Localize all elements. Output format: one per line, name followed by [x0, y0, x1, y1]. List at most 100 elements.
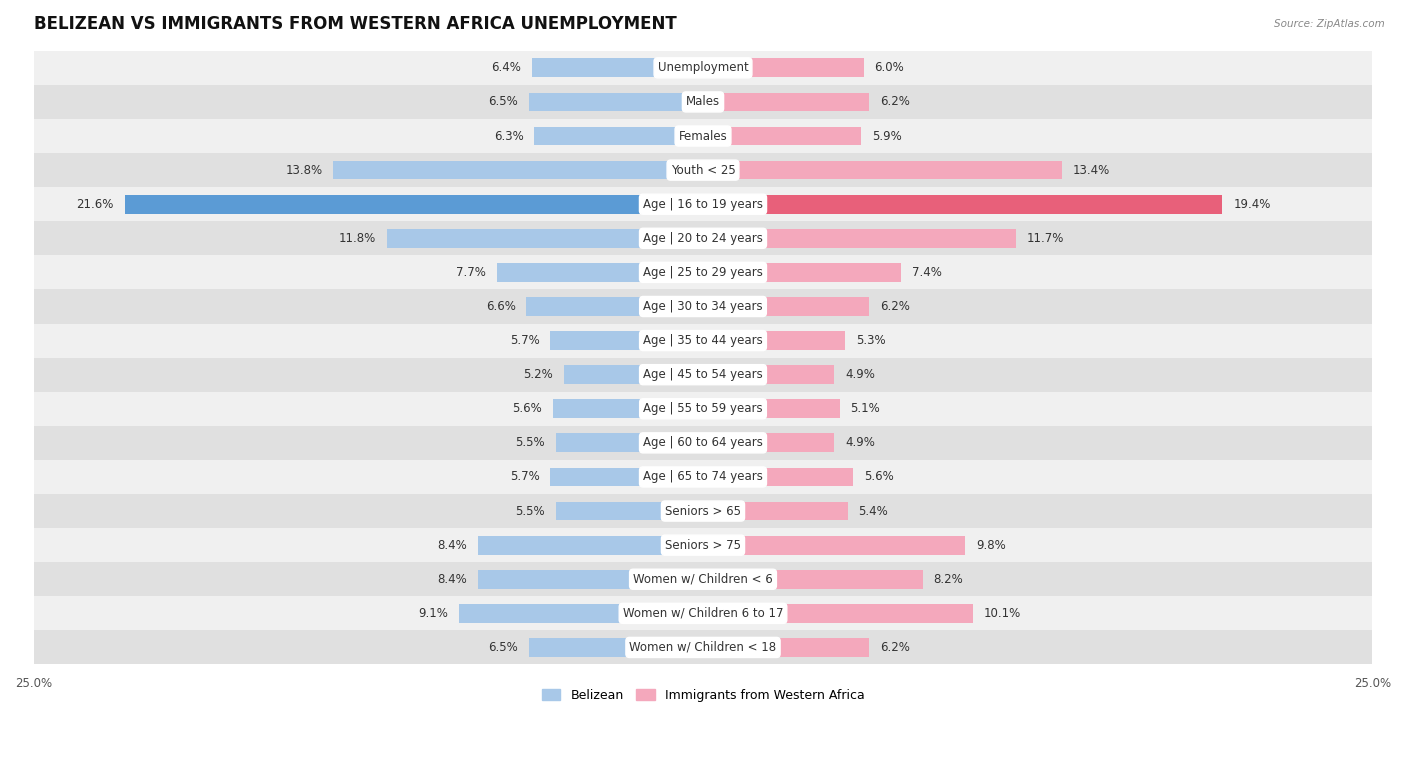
Text: Age | 65 to 74 years: Age | 65 to 74 years — [643, 470, 763, 484]
Text: Women w/ Children < 6: Women w/ Children < 6 — [633, 573, 773, 586]
Bar — [703, 332, 845, 350]
Text: 6.2%: 6.2% — [880, 300, 910, 313]
Text: Unemployment: Unemployment — [658, 61, 748, 74]
Bar — [496, 263, 703, 282]
Text: Age | 45 to 54 years: Age | 45 to 54 years — [643, 368, 763, 382]
Text: 13.8%: 13.8% — [285, 164, 323, 176]
Text: Seniors > 75: Seniors > 75 — [665, 539, 741, 552]
Text: 5.7%: 5.7% — [510, 334, 540, 347]
Text: Age | 55 to 59 years: Age | 55 to 59 years — [643, 402, 763, 416]
Text: 5.1%: 5.1% — [851, 402, 880, 416]
Bar — [460, 604, 703, 623]
Text: Age | 25 to 29 years: Age | 25 to 29 years — [643, 266, 763, 279]
Text: 5.2%: 5.2% — [523, 368, 553, 382]
Text: 8.4%: 8.4% — [437, 539, 467, 552]
Text: 11.8%: 11.8% — [339, 232, 377, 245]
Bar — [703, 570, 922, 589]
Text: 5.9%: 5.9% — [872, 129, 901, 142]
Text: 7.7%: 7.7% — [456, 266, 486, 279]
Bar — [34, 494, 1372, 528]
Text: 5.6%: 5.6% — [863, 470, 893, 484]
Bar — [703, 58, 863, 77]
Bar — [34, 153, 1372, 187]
Bar — [703, 263, 901, 282]
Text: 10.1%: 10.1% — [984, 607, 1021, 620]
Bar — [125, 195, 703, 213]
Text: 4.9%: 4.9% — [845, 436, 875, 450]
Text: 5.5%: 5.5% — [516, 436, 546, 450]
Bar — [703, 297, 869, 316]
Text: 9.1%: 9.1% — [419, 607, 449, 620]
Bar — [555, 502, 703, 520]
Bar — [526, 297, 703, 316]
Bar — [34, 85, 1372, 119]
Text: Source: ZipAtlas.com: Source: ZipAtlas.com — [1274, 19, 1385, 29]
Text: Women w/ Children 6 to 17: Women w/ Children 6 to 17 — [623, 607, 783, 620]
Text: BELIZEAN VS IMMIGRANTS FROM WESTERN AFRICA UNEMPLOYMENT: BELIZEAN VS IMMIGRANTS FROM WESTERN AFRI… — [34, 15, 676, 33]
Bar — [703, 468, 853, 486]
Bar — [34, 357, 1372, 391]
Bar — [34, 221, 1372, 255]
Text: 7.4%: 7.4% — [912, 266, 942, 279]
Text: 4.9%: 4.9% — [845, 368, 875, 382]
Bar — [478, 536, 703, 555]
Text: Females: Females — [679, 129, 727, 142]
Bar — [333, 160, 703, 179]
Text: 8.4%: 8.4% — [437, 573, 467, 586]
Bar — [703, 229, 1017, 248]
Bar — [553, 400, 703, 418]
Bar — [703, 434, 834, 452]
Bar — [34, 255, 1372, 289]
Text: Age | 30 to 34 years: Age | 30 to 34 years — [643, 300, 763, 313]
Bar — [34, 323, 1372, 357]
Text: 19.4%: 19.4% — [1233, 198, 1271, 210]
Text: 6.2%: 6.2% — [880, 95, 910, 108]
Text: Age | 20 to 24 years: Age | 20 to 24 years — [643, 232, 763, 245]
Text: 6.4%: 6.4% — [491, 61, 520, 74]
Text: Age | 35 to 44 years: Age | 35 to 44 years — [643, 334, 763, 347]
Bar — [703, 400, 839, 418]
Bar — [387, 229, 703, 248]
Text: 6.0%: 6.0% — [875, 61, 904, 74]
Bar — [529, 638, 703, 657]
Bar — [34, 426, 1372, 460]
Bar — [703, 502, 848, 520]
Bar — [34, 187, 1372, 221]
Text: 6.6%: 6.6% — [485, 300, 516, 313]
Text: 5.7%: 5.7% — [510, 470, 540, 484]
Bar — [703, 126, 860, 145]
Bar — [34, 597, 1372, 631]
Bar — [703, 195, 1222, 213]
Text: Seniors > 65: Seniors > 65 — [665, 505, 741, 518]
Bar — [703, 536, 966, 555]
Bar — [703, 604, 973, 623]
Bar — [478, 570, 703, 589]
Bar — [34, 562, 1372, 597]
Legend: Belizean, Immigrants from Western Africa: Belizean, Immigrants from Western Africa — [537, 684, 869, 707]
Text: Women w/ Children < 18: Women w/ Children < 18 — [630, 641, 776, 654]
Bar — [34, 119, 1372, 153]
Bar — [703, 366, 834, 384]
Text: 13.4%: 13.4% — [1073, 164, 1109, 176]
Bar — [550, 468, 703, 486]
Text: 11.7%: 11.7% — [1026, 232, 1064, 245]
Text: 5.6%: 5.6% — [513, 402, 543, 416]
Bar — [531, 58, 703, 77]
Text: Males: Males — [686, 95, 720, 108]
Bar — [34, 631, 1372, 665]
Bar — [564, 366, 703, 384]
Text: Age | 16 to 19 years: Age | 16 to 19 years — [643, 198, 763, 210]
Bar — [34, 51, 1372, 85]
Bar — [34, 528, 1372, 562]
Bar — [34, 289, 1372, 323]
Text: Age | 60 to 64 years: Age | 60 to 64 years — [643, 436, 763, 450]
Text: 5.4%: 5.4% — [858, 505, 889, 518]
Text: Youth < 25: Youth < 25 — [671, 164, 735, 176]
Text: 8.2%: 8.2% — [934, 573, 963, 586]
Bar — [34, 460, 1372, 494]
Text: 6.2%: 6.2% — [880, 641, 910, 654]
Text: 21.6%: 21.6% — [76, 198, 114, 210]
Bar — [703, 638, 869, 657]
Bar — [529, 92, 703, 111]
Bar — [534, 126, 703, 145]
